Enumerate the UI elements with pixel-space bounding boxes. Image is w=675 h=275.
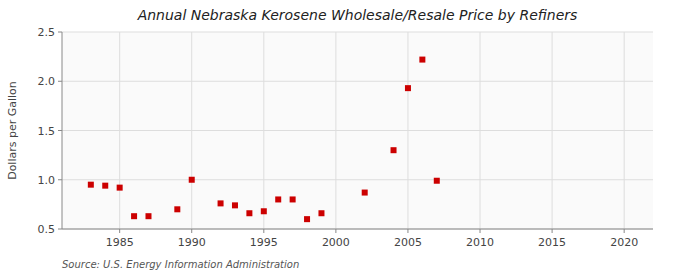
chart-container: 1985 1990 1995 2000 2005 2010 2015 2020 0.5 1.0 1.…	[0, 0, 675, 275]
tick-label-y: 1.5	[38, 125, 56, 138]
tick-x	[335, 229, 336, 233]
grid-line-y	[62, 130, 653, 131]
point	[362, 190, 368, 196]
tick-label-y: 0.5	[38, 223, 56, 236]
tick-x	[119, 229, 120, 233]
tick-label-y: 1.0	[38, 174, 56, 187]
point	[218, 200, 224, 206]
tick-y	[58, 130, 62, 131]
grid-line-y	[62, 229, 653, 230]
point	[434, 178, 440, 184]
tick-x	[263, 229, 264, 233]
tick-x	[480, 229, 481, 233]
y-axis-label: Dollars per Gallon	[6, 81, 19, 180]
source-note: Source: U.S. Energy Information Administ…	[62, 259, 299, 270]
tick-label-y: 2.0	[38, 75, 56, 88]
x-axis-line	[62, 229, 653, 230]
point	[290, 196, 296, 202]
points	[88, 57, 440, 223]
grid-line-y	[62, 179, 653, 180]
grid-line-y	[62, 81, 653, 82]
tick-label-x: 2000	[322, 236, 350, 249]
point	[275, 196, 281, 202]
tick-y	[58, 32, 62, 33]
point	[419, 57, 425, 63]
tick-label-x: 1985	[106, 236, 134, 249]
tick-label-x: 1995	[250, 236, 278, 249]
point	[189, 177, 195, 183]
point	[304, 216, 310, 222]
tick-x	[552, 229, 553, 233]
tick-x	[407, 229, 408, 233]
tick-label-x: 1990	[178, 236, 206, 249]
axes: 1985 1990 1995 2000 2005 2010 2015 2020 0.5 1.0 1.…	[38, 26, 654, 249]
point	[405, 85, 411, 91]
point	[318, 210, 324, 216]
point	[117, 185, 123, 191]
tick-x	[624, 229, 625, 233]
plot-area	[62, 32, 653, 229]
tick-y	[58, 229, 62, 230]
tick-label-x: 2015	[538, 236, 566, 249]
tick-label-y: 2.5	[38, 26, 56, 39]
point	[88, 182, 94, 188]
y-axis-line	[62, 32, 63, 229]
point	[145, 213, 151, 219]
tick-y	[58, 179, 62, 180]
point	[261, 208, 267, 214]
point	[102, 183, 108, 189]
chart: 1985 1990 1995 2000 2005 2010 2015 2020 0.5 1.0 1.…	[0, 0, 675, 275]
grid-line-y	[62, 32, 653, 33]
point	[174, 206, 180, 212]
tick-y	[58, 81, 62, 82]
title: Annual Nebraska Kerosene Wholesale/Resal…	[137, 7, 578, 23]
point	[232, 202, 238, 208]
tick-x	[191, 229, 192, 233]
tick-label-x: 2005	[394, 236, 422, 249]
grid	[62, 32, 653, 229]
tick-label-x: 2010	[466, 236, 494, 249]
tick-label-x: 2020	[610, 236, 638, 249]
point	[391, 147, 397, 153]
point	[246, 210, 252, 216]
point	[131, 213, 137, 219]
